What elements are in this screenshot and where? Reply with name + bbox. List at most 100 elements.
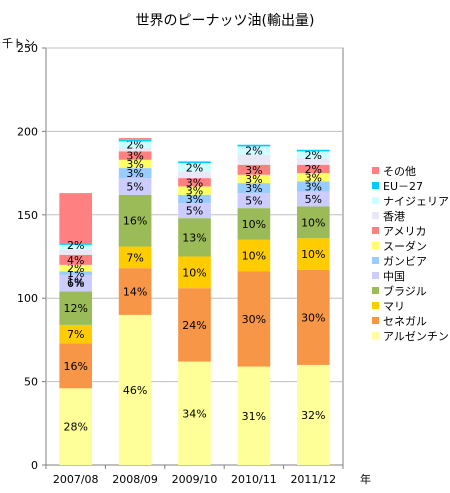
legend-swatch xyxy=(372,212,379,219)
legend-label: セネガル xyxy=(383,314,427,328)
bar-segment xyxy=(178,203,211,219)
legend-swatch xyxy=(372,287,379,294)
bar-segment xyxy=(296,173,330,182)
legend-swatch xyxy=(372,242,379,249)
bar-segment xyxy=(296,158,330,165)
data-label: 3% xyxy=(305,180,322,193)
y-tick-label: 50 xyxy=(24,376,38,389)
bar-segment xyxy=(237,183,271,194)
bar-segment xyxy=(118,268,152,315)
legend-label: 香港 xyxy=(383,209,405,223)
data-label: 5% xyxy=(126,180,143,193)
legend-label: マリ xyxy=(383,299,405,313)
legend-swatch xyxy=(372,302,379,309)
data-label: 3% xyxy=(126,150,143,163)
legend-label: ナイジェリア xyxy=(383,194,449,208)
legend-label: 中国 xyxy=(383,269,405,283)
data-label: 28% xyxy=(63,421,87,434)
bar-segment xyxy=(59,343,93,389)
legend-swatch xyxy=(372,257,379,264)
legend-label: スーダン xyxy=(383,239,427,253)
y-tick-label: 0 xyxy=(31,459,38,472)
legend-label: ガンビア xyxy=(383,254,427,268)
bar-segment xyxy=(59,244,93,250)
data-label: 2% xyxy=(186,161,203,174)
data-label: 10% xyxy=(301,248,325,261)
data-label: 3% xyxy=(245,182,262,195)
bar-segment xyxy=(118,178,152,195)
bar-segment xyxy=(59,243,93,245)
legend-item: その他 xyxy=(372,163,449,178)
legend-label: ブラジル xyxy=(383,284,427,298)
legend-swatch xyxy=(372,182,379,189)
data-label: 32% xyxy=(301,409,325,422)
bar-segment xyxy=(237,239,271,272)
legend-item: 中国 xyxy=(372,268,449,283)
bar-segment xyxy=(178,161,211,164)
legend-swatch xyxy=(372,272,379,279)
data-label: 16% xyxy=(123,215,147,228)
bar-segment xyxy=(178,194,211,204)
bar-segment xyxy=(118,168,152,179)
legend-item: アメリカ xyxy=(372,223,449,238)
bar-segment xyxy=(296,181,330,192)
bar-segment xyxy=(118,148,152,152)
bar-segment xyxy=(178,361,211,465)
legend-item: スーダン xyxy=(372,238,449,253)
bar-segment xyxy=(178,178,211,187)
data-label: 5% xyxy=(245,195,262,208)
data-label: 3% xyxy=(245,164,262,177)
bar-segment xyxy=(59,254,93,265)
legend-swatch xyxy=(372,197,379,204)
legend-swatch xyxy=(372,332,379,339)
bar-segment xyxy=(178,171,211,179)
data-label: 30% xyxy=(242,313,266,326)
bar-segment xyxy=(237,366,271,465)
data-label: 3% xyxy=(186,185,203,198)
x-tick-label: 2009/10 xyxy=(172,473,218,486)
bar-segment xyxy=(118,151,152,160)
data-label: 3% xyxy=(186,193,203,206)
x-tick-label: 2010/11 xyxy=(231,473,277,486)
legend: その他 EU－27 ナイジェリア 香港 アメリカ スーダン ガンビア 中国 ブラジル マリ セネガル… xyxy=(372,163,449,343)
data-label: 3% xyxy=(126,158,143,171)
bar-segment xyxy=(237,164,271,175)
data-label: 46% xyxy=(123,384,147,397)
data-label: 12% xyxy=(63,302,87,315)
bar-segment xyxy=(237,154,271,165)
bar-segment xyxy=(118,314,152,465)
legend-swatch xyxy=(372,167,379,174)
data-label: 16% xyxy=(63,360,87,373)
legend-item: アルゼンチン xyxy=(372,328,449,343)
data-label: 3% xyxy=(305,171,322,184)
x-tick-label: 2007/08 xyxy=(53,473,99,486)
legend-item: ブラジル xyxy=(372,283,449,298)
bar-segment xyxy=(296,191,330,207)
y-tick-label: 100 xyxy=(17,292,38,305)
data-label: 3% xyxy=(245,173,262,186)
chart-title: 世界のピーナッツ油(輸出量) xyxy=(136,13,315,29)
legend-label: EU－27 xyxy=(383,179,423,193)
legend-swatch xyxy=(372,227,379,234)
data-label: 34% xyxy=(182,407,206,420)
data-label: 4% xyxy=(67,254,84,267)
bar-segment xyxy=(118,138,152,140)
data-label: 24% xyxy=(182,319,206,332)
data-label: 10% xyxy=(301,216,325,229)
bar-segment xyxy=(118,194,152,247)
data-label: 14% xyxy=(123,286,147,299)
data-label: 31% xyxy=(242,410,266,423)
legend-label: アメリカ xyxy=(383,224,427,238)
bar-segment xyxy=(59,271,93,275)
bar-segment xyxy=(59,291,93,325)
legend-item: ナイジェリア xyxy=(372,193,449,208)
bar-segment xyxy=(59,388,93,465)
legend-item: セネガル xyxy=(372,313,449,328)
legend-label: アルゼンチン xyxy=(383,329,449,343)
data-label: 5% xyxy=(305,193,322,206)
data-label: 5% xyxy=(186,205,203,218)
bar-segment xyxy=(178,186,211,195)
data-label: 2% xyxy=(67,262,84,275)
data-label: 1% xyxy=(67,276,84,289)
